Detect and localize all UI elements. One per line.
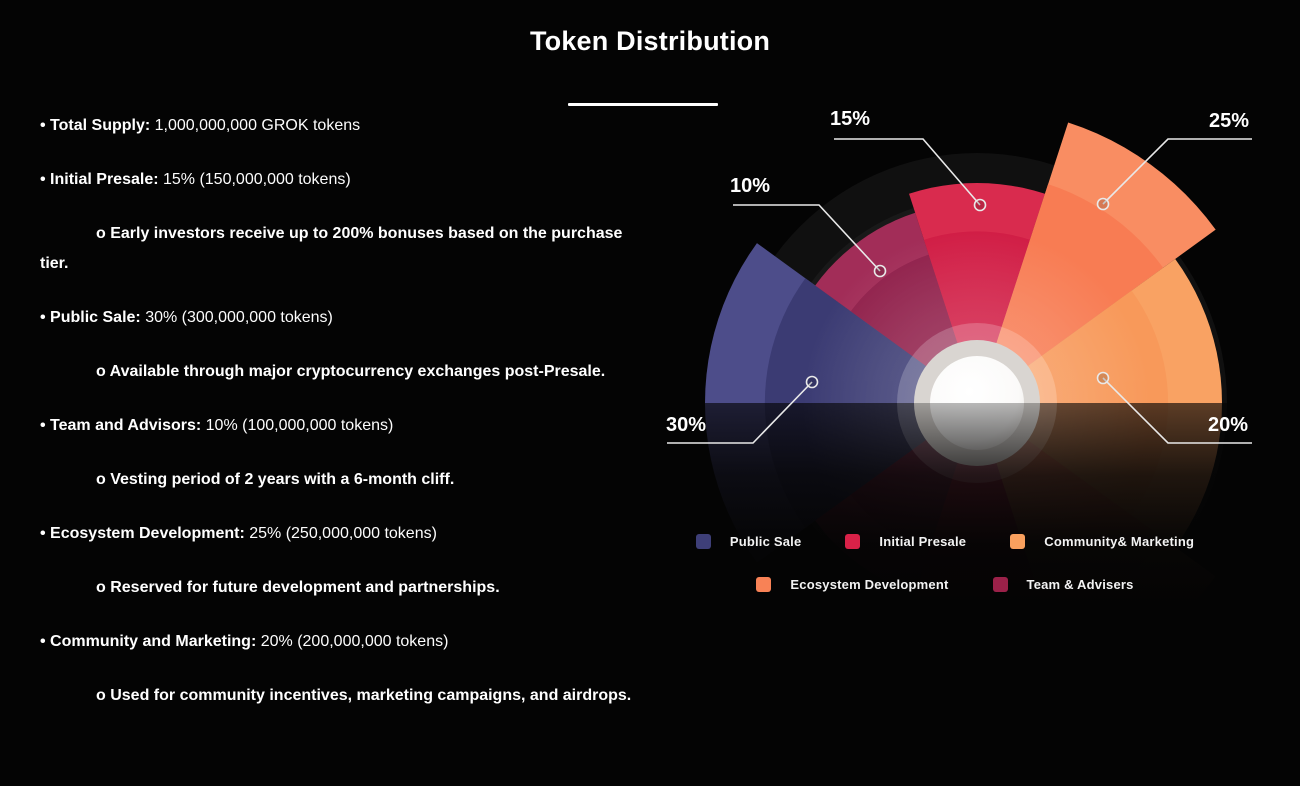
callout-marker [1096, 371, 1110, 385]
legend-label: Community& Marketing [1044, 533, 1195, 549]
percent-label-20: 20% [1208, 414, 1248, 436]
list-item-value: 25% (250,000,000 tokens) [249, 525, 437, 542]
callout-marker [1096, 197, 1110, 211]
callout-25pct: 25% [1096, 110, 1252, 211]
list-item-value: 15% (150,000,000 tokens) [162, 171, 351, 188]
legend-item-community-marketing: Community& Marketing [1010, 533, 1195, 549]
callout-marker [873, 264, 887, 278]
legend-swatch [845, 533, 861, 549]
percent-label-25: 25% [1209, 110, 1249, 132]
legend-row: Ecosystem Development Team & Advisers [620, 571, 1270, 597]
chart-panel: 30% 10% 15% 25% 20% Public Sale Initial Presa… [650, 90, 1300, 786]
callout-20pct: 20% [1096, 371, 1252, 444]
legend-label: Public Sale [729, 533, 802, 549]
list-sub-item: o Vesting period of 2 years with a 6-mon… [96, 471, 455, 488]
legend-swatch [1010, 533, 1026, 549]
title-underline [568, 103, 718, 106]
list-item-label: • Team and Advisors: [40, 417, 206, 434]
callout-15pct: 15% [830, 108, 987, 212]
list-item-value: 1,000,000,000 GROK tokens [154, 117, 361, 134]
list-item-label: • Public Sale: [40, 309, 146, 326]
percent-label-30: 30% [666, 414, 706, 436]
percent-label-15: 15% [830, 108, 870, 130]
callout-10pct: 10% [730, 175, 887, 278]
page-title: Token Distribution [529, 26, 771, 56]
list-item-value: 10% (100,000,000 tokens) [205, 417, 394, 434]
list-item-ecosystem-development: • Ecosystem Development: 25% (250,000,00… [40, 519, 654, 549]
list-item-label: • Ecosystem Development: [40, 525, 250, 542]
list-sub-item: o Used for community incentives, marketi… [96, 687, 632, 704]
legend-swatch [756, 576, 772, 592]
list-item-team-and-advisors: • Team and Advisors: 10% (100,000,000 to… [40, 411, 654, 441]
list-item-value: 30% (300,000,000 tokens) [145, 309, 333, 326]
list-item-label: • Total Supply: [40, 117, 155, 134]
list-item-total-supply: • Total Supply: 1,000,000,000 GROK token… [40, 111, 654, 141]
legend-label: Ecosystem Development [790, 576, 949, 592]
legend-item-initial-presale: Initial Presale [845, 533, 967, 549]
list-sub-item: o Reserved for future development and pa… [96, 579, 500, 596]
distribution-list: • Total Supply: 1,000,000,000 GROK token… [40, 111, 654, 735]
list-item-label: • Community and Marketing: [40, 633, 261, 650]
list-item-value: 20% (200,000,000 tokens) [260, 633, 449, 650]
header: Token Distribution [0, 26, 1300, 106]
callout-30pct: 30% [666, 375, 819, 444]
list-item-public-sale: • Public Sale: 30% (300,000,000 tokens) [40, 303, 654, 333]
legend-label: Team & Advisers [1026, 576, 1134, 592]
chart-legend: Public Sale Initial Presale Community& Mar… [650, 528, 1300, 614]
legend-swatch [992, 576, 1008, 592]
list-item-initial-presale: • Initial Presale: 15% (150,000,000 toke… [40, 165, 654, 195]
list-item-label: • Initial Presale: [40, 171, 163, 188]
list-sub-item: o Early investors receive up to 200% bon… [40, 225, 623, 272]
legend-label: Initial Presale [879, 533, 967, 549]
list-item-community-and-marketing: • Community and Marketing: 20% (200,000,… [40, 627, 654, 657]
legend-item-public-sale: Public Sale [695, 533, 802, 549]
list-sub-item: o Available through major cryptocurrency… [96, 363, 606, 380]
callout-marker [805, 375, 819, 389]
percent-label-10: 10% [730, 175, 770, 197]
legend-row: Public Sale Initial Presale Community& Mar… [620, 528, 1270, 554]
legend-swatch [695, 533, 711, 549]
legend-item-team-advisers: Team & Advisers [992, 576, 1134, 592]
legend-item-ecosystem-development: Ecosystem Development [756, 576, 949, 592]
callout-marker [973, 198, 987, 212]
token-distribution-chart: 30% 10% 15% 25% 20% [650, 108, 1300, 610]
